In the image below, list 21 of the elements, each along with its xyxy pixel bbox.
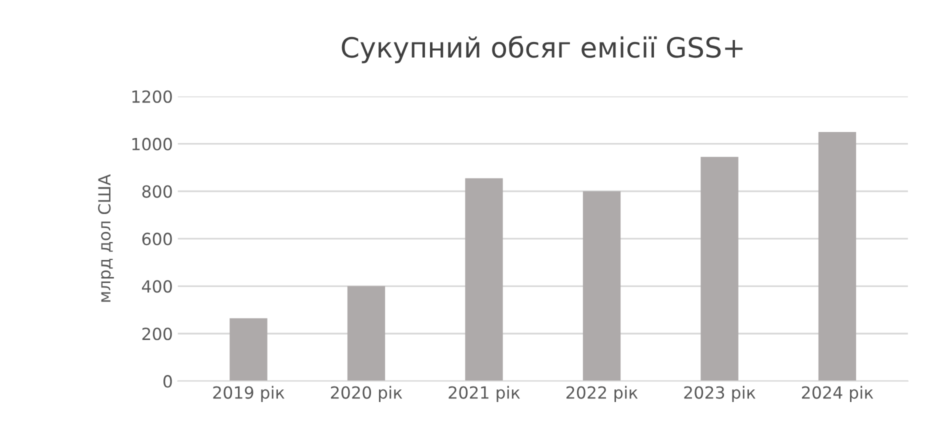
x-tick-label: 2020 рік	[330, 386, 402, 402]
bar	[465, 178, 503, 382]
chart-title: Сукупний обсяг емісії GSS+	[342, 36, 743, 64]
bar	[230, 318, 268, 382]
bar	[582, 191, 621, 382]
y-tick-label: 200	[142, 328, 172, 340]
bar	[818, 132, 856, 382]
x-tick-label: 2019 рік	[213, 386, 284, 402]
y-axis-title: млрд дол США	[98, 174, 114, 302]
y-tick-label: 0	[163, 375, 172, 388]
y-tick-label: 400	[142, 280, 172, 293]
y-tick-label: 1000	[132, 138, 172, 150]
y-tick-label: 800	[142, 185, 172, 198]
bar	[700, 156, 738, 382]
x-tick-label: 2023 рік	[684, 386, 756, 402]
x-tick-label: 2021 рік	[448, 386, 520, 402]
y-tick-label: 1200	[132, 90, 172, 103]
x-tick-label: 2024 рік	[802, 386, 874, 402]
y-tick-label: 600	[142, 232, 172, 246]
x-tick-label: 2022 рік	[566, 386, 638, 402]
bar	[347, 286, 386, 382]
